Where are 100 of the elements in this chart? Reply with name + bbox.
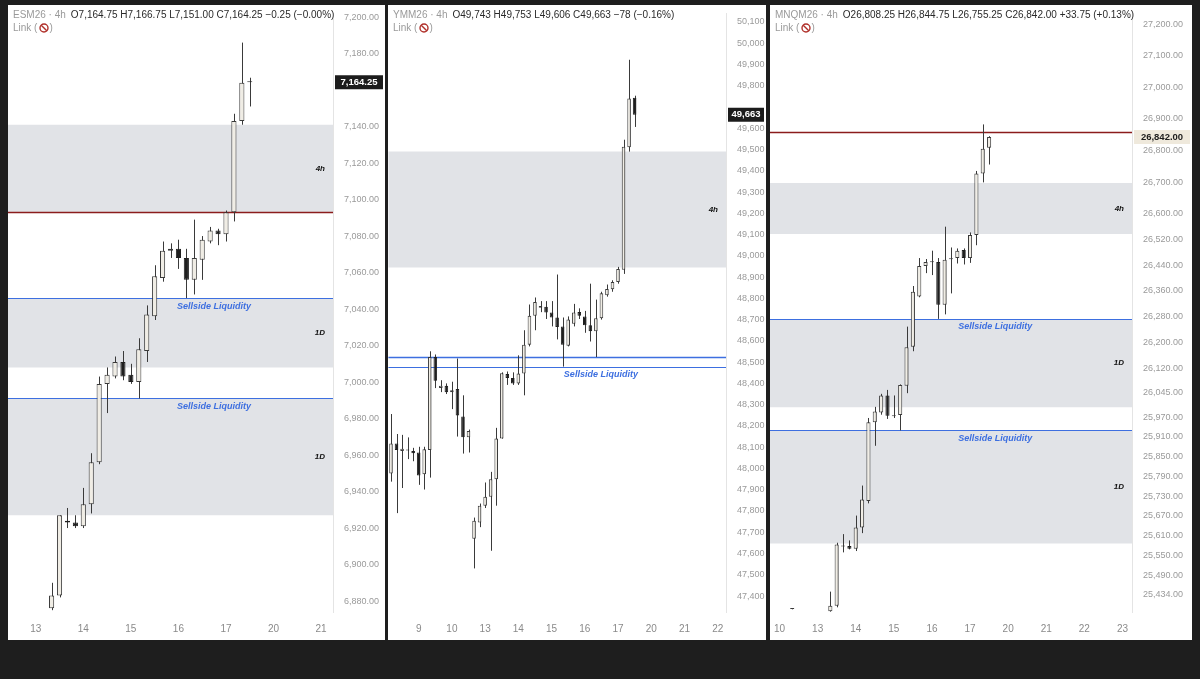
candlestick [80, 487, 86, 529]
candlestick [191, 219, 197, 295]
ref-line-label: Sellside Liquidity [177, 300, 253, 311]
x-tick-label: 20 [1002, 622, 1015, 634]
x-tick-label: 20 [267, 622, 280, 634]
x-tick-label: 13 [812, 622, 824, 634]
x-tick-label: 14 [512, 622, 525, 634]
y-tick-label: 48,600 [737, 335, 765, 346]
x-tick-label: 23 [1116, 622, 1129, 634]
y-tick-label: 47,800 [737, 505, 765, 516]
candlestick [571, 303, 576, 327]
y-tick-label: 7,100.00 [344, 194, 380, 205]
y-tick-label: 27,100.00 [1143, 50, 1184, 61]
x-tick-label: 15 [888, 622, 900, 634]
y-tick-label: 7,060.00 [344, 267, 380, 278]
text: Link ( ) [393, 22, 433, 33]
y-tick-label: 49,100 [737, 229, 765, 240]
x-tick-label: 22 [1078, 622, 1091, 634]
x-tick-label: 14 [77, 622, 90, 634]
y-tick-label: 25,490.00 [1143, 570, 1184, 581]
chart-subtitle: O49,743 H49,753 L49,606 C49,663 −78 (−0.16%) [452, 9, 675, 20]
x-tick-label: 21 [1040, 622, 1053, 634]
y-tick-label: 47,600 [737, 548, 765, 559]
band-label: 1D [1113, 358, 1125, 368]
candlestick [112, 356, 118, 379]
y-tick-label: 47,900 [737, 484, 765, 495]
chart-title: MNQM26 · 4h [775, 9, 838, 20]
y-tick-label: 48,100 [737, 441, 765, 452]
candlestick [483, 482, 487, 509]
x-tick-label: 13 [479, 622, 492, 634]
y-tick-label: 25,434.00 [1143, 588, 1184, 599]
candlestick [175, 239, 181, 270]
y-tick-label: 7,200.00 [344, 11, 380, 22]
y-tick-label: 26,900.00 [1143, 113, 1184, 124]
chart-subtitle: O26,808.25 H26,844.75 L26,755.25 C26,842.00 +33.75 (+0.13%) [842, 9, 1135, 20]
y-tick-label: 27,000.00 [1143, 81, 1184, 92]
y-tick-label: 50,000 [737, 37, 765, 48]
y-tick-label: 25,970.00 [1143, 411, 1184, 422]
x-tick-label: 9 [415, 622, 422, 634]
x-tick-label: 17 [220, 622, 232, 634]
y-tick-label: 49,800 [737, 80, 765, 91]
candlestick [104, 366, 110, 414]
y-tick-label: 49,300 [737, 186, 765, 197]
y-tick-label: 49,200 [737, 207, 765, 218]
y-tick-label: 25,610.00 [1143, 530, 1184, 541]
candlestick [199, 235, 205, 281]
text: 7,164.25 [340, 75, 379, 87]
y-tick-label: 25,730.00 [1143, 490, 1184, 501]
x-tick-label: 21 [315, 622, 328, 634]
y-tick-label: 49,600 [737, 122, 765, 133]
candlestick [183, 248, 189, 299]
chart-title: YMM26 · 4h [393, 9, 448, 20]
y-tick-label: 47,700 [737, 526, 765, 537]
candlestick [980, 123, 985, 183]
y-tick-label: 6,960.00 [344, 449, 380, 460]
x-tick-label: 16 [172, 622, 185, 634]
y-tick-label: 26,045.00 [1143, 387, 1184, 398]
candlestick [433, 353, 438, 389]
y-tick-label: 27,200.00 [1143, 19, 1184, 30]
band-label: 1D [1113, 482, 1125, 492]
y-tick-label: 50,100 [737, 16, 765, 27]
y-tick-label: 7,140.00 [344, 121, 380, 132]
x-tick-label: 16 [579, 622, 591, 634]
y-tick-label: 47,400 [737, 590, 765, 601]
candlestick [987, 135, 992, 166]
candlestick [422, 446, 427, 491]
candlestick [533, 297, 537, 331]
candlestick [967, 231, 973, 264]
band-label: 4h [314, 163, 326, 173]
y-tick-label: 48,400 [737, 377, 765, 388]
y-tick-label: 26,600.00 [1143, 208, 1184, 219]
x-tick-label: 13 [30, 622, 42, 634]
x-tick-label: 22 [712, 622, 724, 634]
candlestick [853, 515, 858, 552]
y-tick-label: 48,700 [737, 314, 765, 325]
ref-line-label: Sellside Liquidity [177, 400, 253, 411]
candlestick [461, 394, 465, 455]
y-tick-label: 49,500 [737, 143, 765, 154]
y-tick-label: 26,200.00 [1143, 336, 1184, 347]
y-tick-label: 26,120.00 [1143, 362, 1184, 373]
y-tick-label: 26,800.00 [1143, 144, 1184, 155]
band-label: 4h [1113, 203, 1125, 213]
y-tick-label: 7,020.00 [344, 340, 380, 351]
y-tick-label: 7,080.00 [344, 230, 380, 241]
text: 26,842.00 [1140, 130, 1184, 142]
text: 49,663 [731, 108, 761, 120]
y-tick-label: 25,670.00 [1143, 510, 1184, 521]
y-tick-label: 7,000.00 [344, 376, 380, 387]
y-tick-label: 25,790.00 [1143, 470, 1184, 481]
y-tick-label: 7,040.00 [344, 303, 380, 314]
x-tick-label: 14 [850, 622, 862, 634]
x-tick-label: 20 [645, 622, 658, 634]
band-label: 1D [314, 327, 326, 337]
y-tick-label: 47,500 [737, 569, 765, 580]
candlestick [472, 517, 476, 569]
y-tick-label: 48,000 [737, 462, 765, 473]
y-tick-label: 48,300 [737, 399, 765, 410]
y-tick-label: 26,440.00 [1143, 259, 1184, 270]
candlestick [223, 210, 229, 243]
chart-subtitle: O7,164.75 H7,166.75 L7,151.00 C7,164.25 −0.25 (−0.00%) [70, 9, 335, 20]
